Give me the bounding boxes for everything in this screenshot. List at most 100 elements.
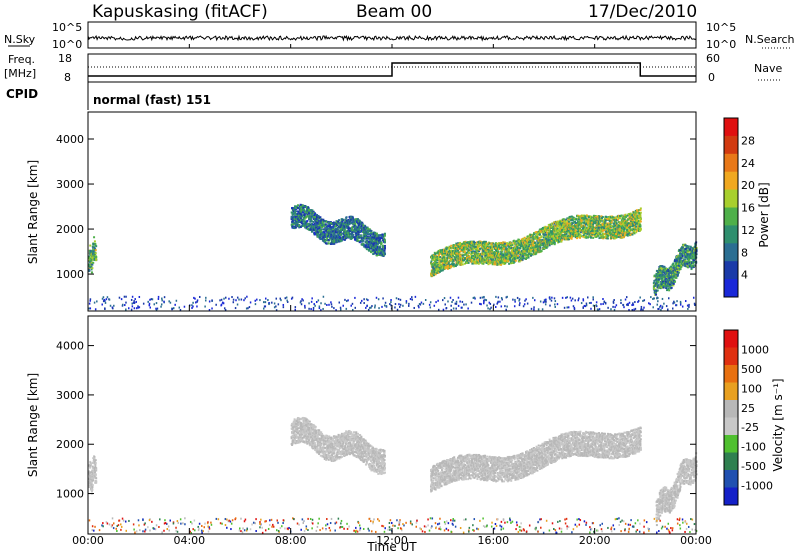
echo-cell bbox=[364, 227, 367, 230]
echo-cell bbox=[629, 212, 632, 215]
echo-cell bbox=[504, 245, 507, 248]
echo-cell bbox=[587, 232, 590, 235]
echo-cell bbox=[591, 234, 594, 237]
echo-cell bbox=[590, 225, 593, 228]
echo-cell bbox=[354, 222, 357, 225]
echo-cell bbox=[590, 235, 593, 238]
echo-cell bbox=[317, 231, 320, 234]
echo-cell bbox=[453, 245, 456, 248]
echo-cell bbox=[438, 263, 441, 266]
echo-cell bbox=[450, 244, 453, 247]
echo-cell bbox=[546, 231, 549, 234]
echo-cell bbox=[482, 262, 485, 265]
echo-cell bbox=[522, 237, 525, 240]
echo-cell bbox=[299, 212, 302, 215]
echo-cell bbox=[345, 234, 348, 237]
station-title: Kapuskasing (fitACF) bbox=[92, 2, 268, 22]
echo-cell bbox=[362, 242, 365, 245]
echo-cell bbox=[352, 233, 355, 236]
echo-cell bbox=[586, 218, 589, 221]
echo-cell bbox=[446, 260, 449, 263]
echo-cell bbox=[607, 216, 610, 219]
echo-cell bbox=[563, 218, 565, 221]
echo-cell bbox=[361, 221, 364, 224]
echo-cell bbox=[357, 232, 360, 235]
echo-cell bbox=[556, 229, 559, 232]
echo-cell bbox=[332, 226, 335, 229]
echo-cell bbox=[518, 241, 521, 244]
echo-cell bbox=[484, 254, 487, 257]
echo-cell bbox=[582, 231, 585, 234]
echo-cell bbox=[448, 248, 451, 251]
echo-cell bbox=[542, 242, 545, 245]
echo-cell bbox=[579, 227, 582, 230]
echo-cell bbox=[443, 257, 446, 260]
echo-cell bbox=[351, 227, 354, 230]
echo-cell bbox=[330, 228, 333, 231]
echo-cell bbox=[521, 249, 524, 252]
echo-cell bbox=[379, 245, 382, 248]
echo-cell bbox=[495, 247, 498, 250]
echo-cell bbox=[489, 258, 492, 261]
echo-cell bbox=[577, 218, 580, 221]
echo-cell bbox=[590, 217, 593, 220]
echo-cell bbox=[362, 233, 365, 236]
echo-cell bbox=[604, 220, 607, 223]
echo-cell bbox=[456, 252, 459, 255]
echo-cell bbox=[330, 226, 333, 229]
echo-cell bbox=[536, 243, 539, 246]
nave-label: Nave bbox=[754, 62, 782, 75]
echo-cell bbox=[462, 246, 465, 249]
echo-cell bbox=[606, 218, 609, 221]
echo-cell bbox=[460, 257, 463, 260]
echo-cell bbox=[625, 225, 628, 228]
echo-cell bbox=[599, 232, 602, 235]
echo-cell bbox=[628, 227, 631, 230]
echo-cell bbox=[338, 233, 341, 236]
echo-cell bbox=[555, 227, 558, 230]
echo-cell bbox=[325, 229, 328, 232]
echo-cell bbox=[307, 215, 310, 218]
echo-cell bbox=[497, 244, 500, 247]
echo-cell bbox=[596, 230, 599, 233]
echo-cell bbox=[514, 244, 517, 247]
echo-cell bbox=[435, 256, 438, 259]
echo-cell bbox=[518, 250, 521, 253]
echo-cell bbox=[361, 238, 364, 241]
echo-cell bbox=[379, 240, 382, 243]
echo-cell bbox=[335, 231, 338, 234]
echo-cell bbox=[496, 263, 499, 266]
echo-cell bbox=[475, 243, 478, 246]
echo-cell bbox=[560, 240, 563, 243]
echo-cell bbox=[470, 261, 473, 264]
echo-cell bbox=[333, 234, 336, 237]
echo-cell bbox=[441, 261, 444, 264]
echo-cell bbox=[316, 217, 319, 220]
echo-cell bbox=[336, 224, 339, 227]
echo-cell bbox=[313, 216, 316, 219]
echo-cell bbox=[604, 219, 607, 222]
echo-cell bbox=[294, 226, 297, 229]
echo-cell bbox=[468, 251, 470, 254]
echo-cell bbox=[378, 239, 381, 242]
echo-cell bbox=[496, 244, 499, 247]
echo-cell bbox=[377, 238, 380, 241]
echo-cell bbox=[530, 254, 533, 257]
echo-cell bbox=[472, 254, 475, 257]
echo-cell bbox=[521, 245, 524, 248]
echo-cell bbox=[617, 231, 620, 234]
echo-cell bbox=[505, 254, 508, 257]
echo-cell bbox=[541, 226, 544, 229]
echo-cell bbox=[354, 224, 356, 227]
echo-cell bbox=[617, 214, 620, 217]
echo-cell bbox=[301, 210, 304, 213]
echo-cell bbox=[631, 233, 634, 236]
echo-cell bbox=[383, 249, 386, 252]
echo-cell bbox=[432, 267, 435, 270]
echo-cell bbox=[320, 228, 323, 231]
echo-cell bbox=[540, 235, 543, 238]
echo-cell bbox=[535, 237, 538, 240]
echo-cell bbox=[545, 240, 548, 243]
echo-cell bbox=[365, 231, 368, 234]
echo-cell bbox=[585, 228, 588, 231]
